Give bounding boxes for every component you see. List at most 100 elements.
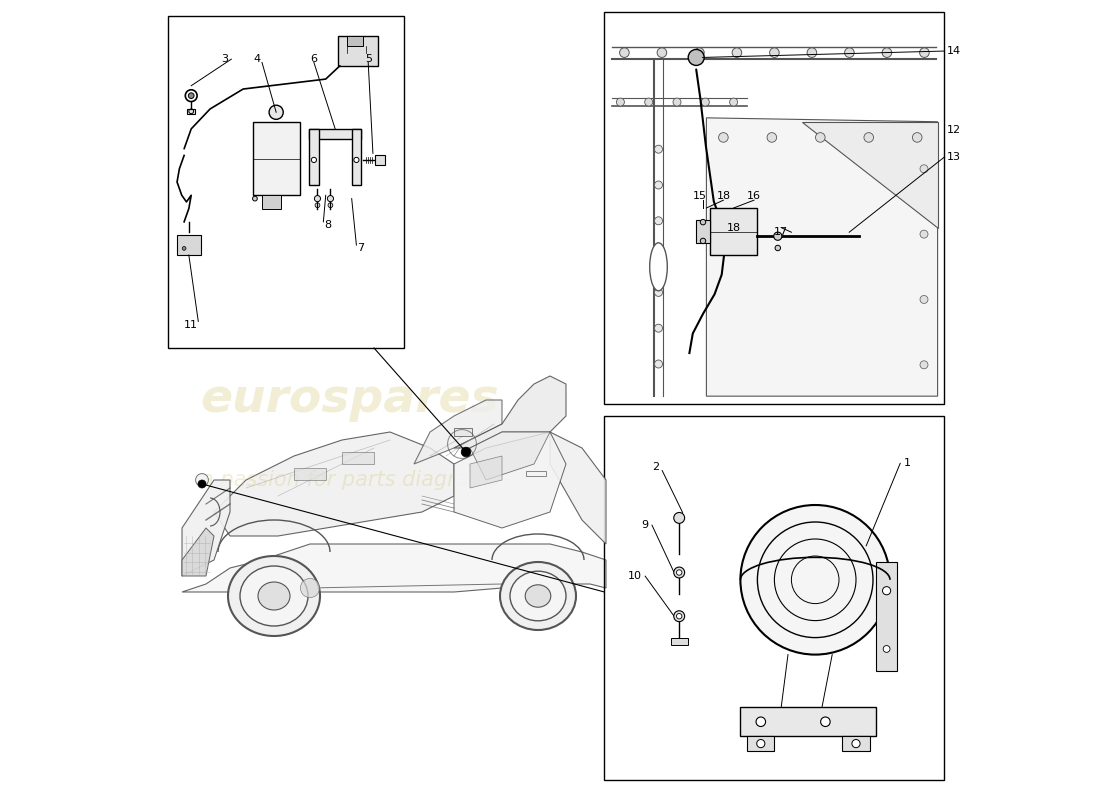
Circle shape [920,295,928,303]
Bar [877,562,896,670]
Circle shape [864,133,873,142]
Bar [526,471,546,476]
Circle shape [883,646,890,652]
Bar [352,129,361,186]
Circle shape [718,133,728,142]
Polygon shape [182,480,230,576]
Circle shape [315,195,320,202]
Polygon shape [550,432,606,544]
Circle shape [807,48,816,58]
Circle shape [654,360,662,368]
Circle shape [654,146,662,154]
Bar [710,208,758,255]
Circle shape [300,578,320,598]
Text: 7: 7 [358,243,365,254]
Bar [309,129,361,139]
Circle shape [654,324,662,332]
Circle shape [185,90,197,102]
Bar [338,36,377,66]
Circle shape [676,614,682,619]
Text: a passion for parts diagrams: a passion for parts diagrams [200,470,499,490]
Circle shape [354,158,359,162]
Text: 6: 6 [310,54,318,64]
Circle shape [253,196,257,201]
Circle shape [851,739,860,748]
Bar [375,155,385,165]
Circle shape [674,513,684,523]
Bar [696,220,711,243]
Circle shape [270,106,283,119]
Bar [604,416,945,780]
Circle shape [616,98,625,106]
Circle shape [183,246,186,250]
Circle shape [689,50,704,66]
Polygon shape [214,432,454,536]
Circle shape [920,165,928,173]
Bar [747,736,774,751]
Text: 12: 12 [947,125,961,134]
Polygon shape [182,528,214,576]
Bar [671,638,688,645]
Circle shape [674,567,684,578]
Bar [187,109,196,114]
Circle shape [657,48,667,58]
Circle shape [654,217,662,225]
Ellipse shape [510,571,566,621]
Bar [740,707,877,736]
Polygon shape [802,122,937,227]
Bar [262,195,280,209]
Circle shape [773,232,782,240]
Circle shape [920,48,929,58]
Circle shape [912,133,922,142]
Text: 3: 3 [221,54,228,64]
Circle shape [694,48,704,58]
Bar [843,736,870,751]
Bar [167,16,404,348]
Circle shape [920,361,928,369]
Polygon shape [706,118,937,396]
Bar [346,36,363,46]
Circle shape [645,98,652,106]
Circle shape [733,48,741,58]
Circle shape [188,93,194,98]
Text: 13: 13 [947,152,960,162]
Text: 15: 15 [693,191,706,202]
Ellipse shape [240,566,308,626]
Polygon shape [454,376,566,448]
Circle shape [311,158,317,162]
Circle shape [815,133,825,142]
Circle shape [328,195,333,202]
Circle shape [701,219,706,225]
Text: 9: 9 [641,520,649,530]
Circle shape [756,717,766,726]
Text: 18: 18 [716,191,730,202]
Circle shape [674,610,684,622]
Polygon shape [470,456,502,488]
Bar [604,12,945,404]
Polygon shape [414,400,502,464]
Ellipse shape [258,582,290,610]
Polygon shape [182,544,606,592]
Text: 16: 16 [747,191,761,202]
Circle shape [776,246,781,250]
Text: 5: 5 [365,54,372,64]
Circle shape [757,739,764,748]
Bar [309,129,319,186]
Bar [294,468,326,480]
Circle shape [882,48,892,58]
Circle shape [196,474,208,486]
Circle shape [770,48,779,58]
Circle shape [654,288,662,296]
Circle shape [701,238,706,244]
Circle shape [920,230,928,238]
Circle shape [654,181,662,189]
Ellipse shape [525,585,551,607]
Circle shape [619,48,629,58]
Bar [342,452,374,464]
Text: 11: 11 [184,320,198,330]
Text: 10: 10 [628,571,642,581]
Circle shape [767,133,777,142]
Polygon shape [470,432,550,480]
Circle shape [198,480,206,488]
Circle shape [821,717,830,726]
